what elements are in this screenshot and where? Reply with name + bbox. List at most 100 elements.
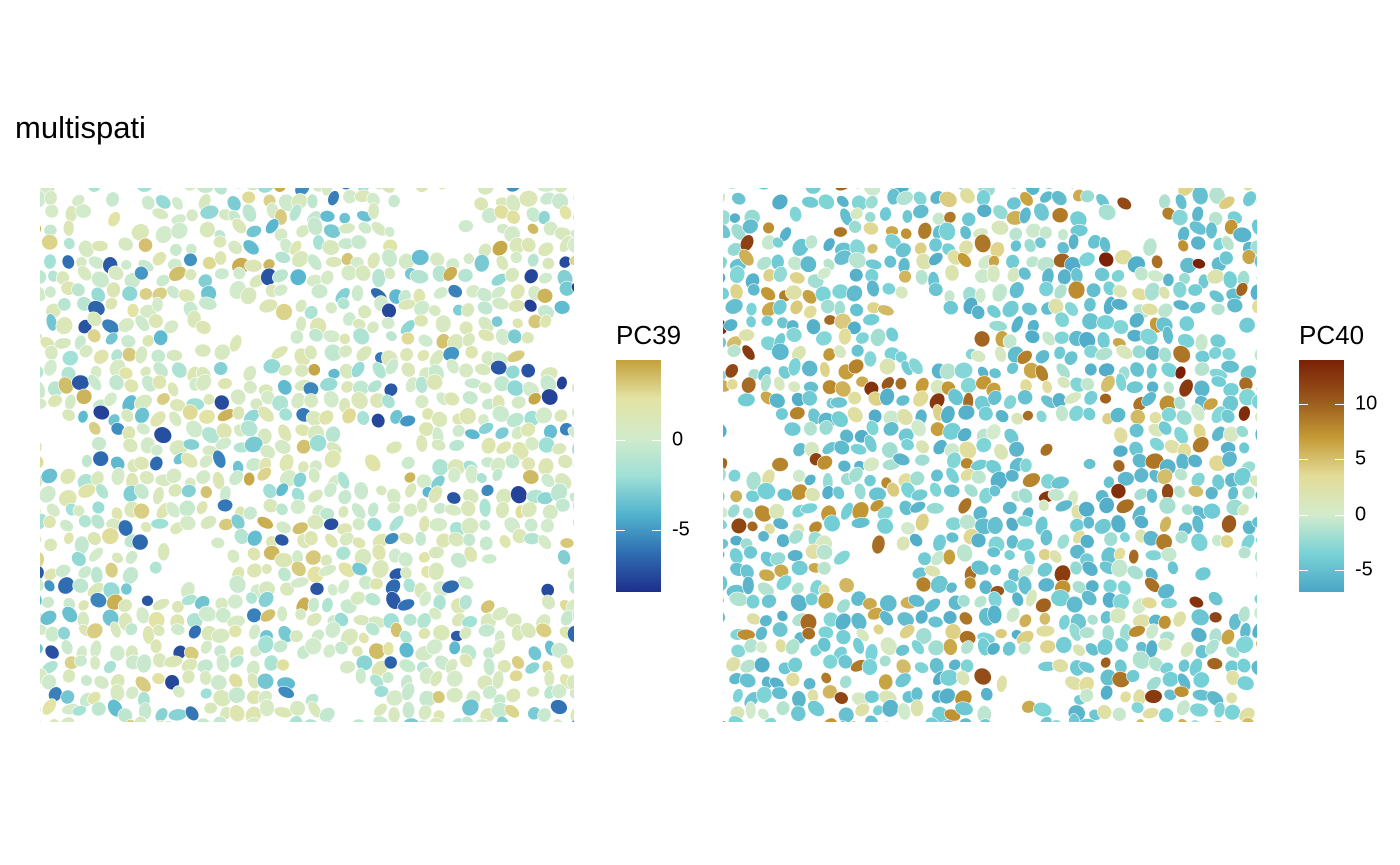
cell-polygon	[836, 720, 850, 722]
cell-polygon	[61, 606, 78, 623]
cell-polygon	[1138, 188, 1159, 190]
cell-polygon	[458, 362, 474, 379]
cell-polygon	[478, 519, 491, 532]
cell-polygon	[289, 329, 304, 345]
cell-polygon	[171, 196, 184, 211]
cell-polygon	[1194, 333, 1209, 352]
cell-polygon	[833, 249, 852, 266]
cell-polygon	[1162, 273, 1175, 287]
cell-polygon	[151, 672, 166, 685]
cell-polygon	[1002, 641, 1017, 657]
cell-polygon	[198, 409, 216, 425]
cell-polygon	[477, 316, 495, 333]
cell-polygon	[559, 205, 572, 221]
cell-polygon	[275, 502, 289, 516]
cell-polygon	[929, 482, 942, 498]
cell-polygon	[385, 440, 403, 455]
cell-polygon	[754, 504, 772, 523]
cell-polygon	[915, 609, 929, 625]
cell-polygon	[1018, 613, 1032, 628]
cell-polygon	[276, 658, 290, 672]
cell-polygon	[304, 637, 322, 656]
cell-polygon	[117, 598, 133, 613]
cell-polygon	[156, 392, 171, 406]
cell-polygon	[753, 656, 771, 673]
cell-polygon	[993, 443, 1009, 461]
cell-polygon	[371, 268, 387, 288]
cell-polygon	[1176, 409, 1193, 426]
cell-polygon	[1115, 498, 1135, 514]
cell-polygon	[149, 455, 164, 472]
cell-polygon	[509, 669, 524, 682]
cell-polygon	[155, 225, 173, 244]
cell-polygon	[899, 624, 916, 639]
cell-polygon	[133, 393, 153, 411]
cell-polygon	[277, 423, 292, 443]
cell-polygon	[185, 208, 199, 222]
cell-polygon	[429, 251, 445, 267]
cell-polygon	[789, 406, 806, 420]
cell-polygon	[1158, 420, 1173, 436]
cell-polygon	[139, 470, 155, 485]
cell-polygon	[756, 686, 773, 704]
cell-polygon	[373, 685, 389, 698]
cell-polygon	[388, 515, 405, 532]
cell-polygon	[775, 407, 789, 421]
cell-polygon	[871, 534, 886, 555]
cell-polygon	[1253, 254, 1257, 271]
cell-polygon	[1016, 537, 1035, 552]
cell-polygon	[1225, 691, 1238, 705]
legend-tick	[1299, 514, 1308, 516]
cell-polygon	[496, 715, 510, 722]
cell-polygon	[567, 625, 574, 644]
cell-polygon	[1066, 595, 1084, 614]
cell-polygon	[1017, 575, 1033, 596]
cell-polygon	[402, 717, 421, 722]
cell-polygon	[104, 562, 119, 579]
cell-polygon	[987, 390, 1003, 406]
cell-polygon	[60, 639, 74, 656]
cell-polygon	[822, 684, 838, 700]
cell-polygon	[1109, 607, 1127, 624]
cell-polygon	[150, 444, 164, 457]
cell-polygon	[229, 654, 245, 669]
cell-polygon	[988, 320, 1008, 332]
cell-polygon	[1051, 658, 1069, 673]
cell-polygon	[1204, 638, 1220, 656]
cell-polygon	[1219, 250, 1234, 266]
cell-polygon	[306, 612, 323, 627]
cell-polygon	[822, 717, 838, 722]
cell-polygon	[756, 256, 772, 271]
cell-polygon	[149, 410, 167, 428]
cell-polygon	[245, 225, 262, 238]
cell-polygon	[866, 243, 879, 255]
cell-polygon	[1003, 549, 1016, 561]
cell-polygon	[170, 222, 189, 240]
cell-polygon	[185, 705, 200, 722]
cell-polygon	[351, 561, 368, 577]
cell-polygon	[414, 531, 427, 547]
cell-polygon	[1005, 254, 1020, 270]
cell-polygon	[401, 682, 416, 701]
cell-polygon	[926, 502, 945, 515]
cell-polygon	[1100, 656, 1112, 669]
cell-polygon	[520, 331, 535, 345]
cell-polygon	[986, 516, 1004, 535]
cell-polygon	[199, 485, 213, 499]
cell-polygon	[832, 485, 845, 500]
cell-polygon	[295, 315, 307, 332]
cell-polygon	[163, 655, 183, 668]
cell-polygon	[1222, 270, 1238, 289]
cell-polygon	[195, 469, 211, 485]
cell-polygon	[109, 621, 122, 639]
cell-polygon	[830, 396, 848, 409]
cell-polygon	[481, 437, 497, 455]
cell-polygon	[1068, 233, 1080, 250]
cell-polygon	[1180, 641, 1195, 658]
cell-polygon	[262, 358, 281, 374]
cell-polygon	[930, 575, 949, 594]
cell-polygon	[77, 410, 89, 424]
cell-polygon	[994, 628, 1008, 639]
cell-polygon	[1096, 331, 1111, 350]
cell-polygon	[803, 677, 817, 691]
